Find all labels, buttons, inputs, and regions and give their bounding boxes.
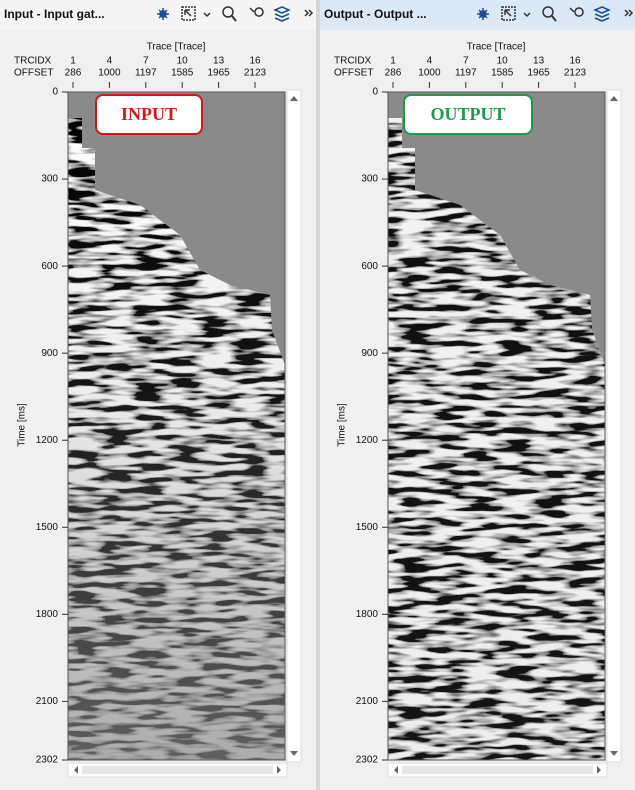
trcidx-tick-label: 10: [497, 56, 509, 67]
offset-tick-label: 1965: [207, 68, 230, 79]
pointer-icon[interactable]: [569, 7, 584, 17]
badge-text: INPUT: [121, 104, 177, 124]
plot-frame: [387, 91, 606, 761]
settings-icon-center: [479, 10, 487, 18]
time-tick-label: 0: [52, 87, 58, 98]
time-tick-label: 600: [361, 261, 378, 272]
pick-icon[interactable]: [501, 6, 516, 21]
offset-tick-label: 1197: [135, 68, 157, 79]
badge-box: [95, 94, 203, 135]
offset-tick-label: 2123: [564, 68, 587, 79]
trcidx-tick-label: 7: [143, 56, 149, 67]
scroll-down[interactable]: [610, 751, 618, 756]
zoom-icon[interactable]: [222, 6, 234, 18]
offset-tick-label: 2123: [244, 68, 267, 79]
trcidx-tick-label: 4: [107, 56, 113, 67]
layers-icon[interactable]: [593, 6, 611, 22]
panel-title[interactable]: Input - Input gat...: [4, 7, 105, 21]
vertical-scrollbar[interactable]: [286, 89, 302, 763]
scroll-thumb[interactable]: [82, 766, 273, 774]
toolbar: [477, 6, 634, 22]
time-tick-label: 1200: [36, 435, 59, 446]
overflow-icon[interactable]: [624, 9, 634, 17]
scroll-up[interactable]: [290, 96, 298, 101]
zoom-handle: [231, 15, 237, 22]
time-tick-label: 1800: [356, 609, 379, 620]
pick-arrow: [184, 9, 192, 17]
offset-tick-label: 1000: [98, 68, 121, 79]
offset-tick-label: 1585: [491, 68, 514, 79]
zoom-handle: [551, 15, 557, 22]
scroll-right[interactable]: [277, 766, 281, 774]
trace-axis-label: Trace [Trace]: [147, 42, 206, 53]
trcidx-label: TRCIDX: [14, 56, 52, 67]
overflow-icon[interactable]: [304, 9, 314, 17]
pick-arrow: [504, 9, 512, 17]
offset-tick-label: 286: [65, 68, 82, 79]
layers-icon[interactable]: [273, 6, 291, 22]
offset-tick-label: 1000: [418, 68, 441, 79]
trcidx-tick-label: 13: [533, 56, 545, 67]
settings-icon-center: [159, 10, 167, 18]
trcidx-tick-label: 13: [213, 56, 225, 67]
pointer-icon[interactable]: [249, 7, 264, 17]
trcidx-tick-label: 1: [390, 56, 396, 67]
scroll-left[interactable]: [74, 766, 78, 774]
time-tick-label: 300: [361, 174, 378, 185]
scroll-up[interactable]: [610, 96, 618, 101]
offset-tick-label: 1197: [455, 68, 477, 79]
trcidx-tick-label: 7: [463, 56, 469, 67]
scroll-thumb[interactable]: [402, 766, 593, 774]
panel-title[interactable]: Output - Output ...: [324, 7, 427, 21]
offset-tick-label: 286: [385, 68, 402, 79]
trcidx-tick-label: 4: [427, 56, 433, 67]
panel-header: [0, 0, 316, 30]
badge-text: OUTPUT: [430, 104, 505, 124]
vertical-scrollbar[interactable]: [606, 89, 622, 763]
time-tick-label: 1500: [356, 522, 379, 533]
pick-icon[interactable]: [181, 6, 196, 21]
trcidx-tick-label: 16: [249, 56, 261, 67]
trcidx-tick-label: 10: [177, 56, 189, 67]
gather-panel: Output - Output ... Trace [Trace] TRCIDXOF…: [320, 0, 635, 778]
time-tick-label: 1800: [36, 609, 59, 620]
time-tick-label: 0: [372, 87, 378, 98]
offset-label: OFFSET: [334, 68, 373, 79]
time-tick-label: 900: [361, 348, 378, 359]
offset-tick-label: 1585: [171, 68, 194, 79]
time-axis-label: Time [ms]: [17, 403, 28, 447]
panel-separator: [316, 0, 320, 790]
time-tick-label: 600: [41, 261, 58, 272]
offset-label: OFFSET: [14, 68, 53, 79]
time-tick-label: 2100: [36, 696, 59, 707]
badge-box: [403, 94, 533, 135]
time-tick-label: 2100: [356, 696, 379, 707]
offset-tick-label: 1965: [527, 68, 550, 79]
time-tick-label: 2302: [356, 755, 379, 766]
time-tick-label: 1200: [356, 435, 379, 446]
scroll-right[interactable]: [597, 766, 601, 774]
trcidx-label: TRCIDX: [334, 56, 372, 67]
time-tick-label: 900: [41, 348, 58, 359]
time-axis-label: Time [ms]: [337, 403, 348, 447]
time-tick-label: 2302: [36, 755, 59, 766]
scroll-left[interactable]: [394, 766, 398, 774]
dropdown-icon[interactable]: [523, 12, 531, 18]
scroll-down[interactable]: [290, 751, 298, 756]
toolbar: [157, 6, 314, 22]
time-tick-label: 300: [41, 174, 58, 185]
trcidx-tick-label: 16: [569, 56, 581, 67]
gather-panel: Input - Input gat... Trace [Trace] TRCIDXO…: [0, 0, 316, 778]
time-tick-label: 1500: [36, 522, 59, 533]
trcidx-tick-label: 1: [70, 56, 76, 67]
dropdown-icon[interactable]: [203, 12, 211, 18]
plot-frame: [67, 91, 286, 761]
zoom-icon[interactable]: [542, 6, 554, 18]
trace-axis-label: Trace [Trace]: [467, 42, 526, 53]
